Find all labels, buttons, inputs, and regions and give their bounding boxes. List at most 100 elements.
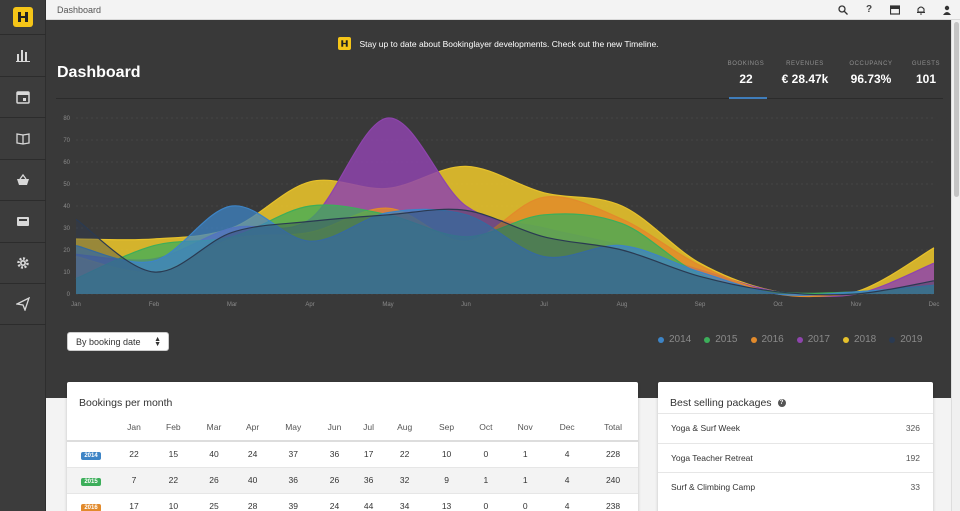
kpi-revenues[interactable]: REVENUES € 28.47k: [770, 61, 840, 86]
x-tick-label: Jun: [461, 302, 471, 308]
sidebar: [0, 0, 46, 511]
user-menu-button[interactable]: [934, 0, 960, 20]
series-line-2019: [75, 208, 935, 296]
table-cell: 10: [425, 441, 468, 468]
notifications-button[interactable]: [908, 0, 934, 20]
sidebar-item-book[interactable]: [0, 117, 46, 159]
package-name: Yoga Teacher Retreat: [671, 452, 753, 463]
kpi-occupancy[interactable]: OCCUPANCY 96.73%: [840, 61, 902, 86]
table-cell: 36: [315, 441, 354, 468]
table-cell: 17: [353, 441, 384, 468]
kpi-label: REVENUES: [786, 61, 824, 67]
bookinglayer-logo-icon: [338, 37, 352, 50]
legend-item[interactable]: 2019: [889, 334, 923, 345]
table-header-row: Jan Feb Mar Apr May Jun Jul Aug Sep Oct Nov Dec Tota…: [67, 413, 638, 442]
x-tick-label: Jan: [71, 302, 81, 308]
series-line-2014: [75, 205, 935, 296]
legend-item[interactable]: 2018: [843, 334, 876, 345]
legend-label: 2014: [669, 334, 692, 345]
package-row[interactable]: Yoga Teacher Retreat 192: [658, 442, 933, 473]
table-cell: 26: [315, 467, 354, 494]
table-cell: 36: [353, 467, 384, 494]
y-tick-label: 10: [63, 270, 70, 276]
question-icon: ?: [865, 4, 873, 15]
column-header: Oct: [467, 413, 505, 442]
table-cell: 39: [270, 493, 316, 511]
x-tick-label: Nov: [851, 302, 862, 308]
table-cell: 40: [193, 441, 235, 468]
y-tick-label: 40: [63, 204, 70, 210]
help-button[interactable]: ?: [856, 0, 882, 20]
table-body: 2014 22 15 40 24 37 36 17 22 10 0 1 4 228 2015 7 22 26 40 3…: [67, 441, 638, 511]
date-filter-value: By booking date: [76, 336, 141, 347]
legend-item[interactable]: 2015: [704, 334, 738, 345]
package-row[interactable]: Surf & Climbing Camp 33: [658, 472, 933, 502]
bookings-table: Jan Feb Mar Apr May Jun Jul Aug Sep Oct Nov Dec Tota…: [67, 413, 638, 511]
kpi-guests[interactable]: GUESTS 101: [902, 61, 950, 86]
y-tick-label: 20: [63, 248, 70, 254]
x-tick-label: Aug: [617, 302, 628, 308]
date-filter-select[interactable]: By booking date ▲ ▼: [67, 332, 169, 351]
app-logo[interactable]: [0, 0, 46, 34]
legend-label: 2019: [900, 334, 923, 345]
kpi-value: 101: [915, 72, 937, 86]
package-count: 326: [905, 423, 920, 434]
sidebar-item-send[interactable]: [0, 283, 46, 325]
page-scrollbar[interactable]: [951, 20, 960, 511]
table-cell: 10: [153, 493, 194, 511]
logo-icon: [13, 7, 33, 27]
sidebar-item-settings[interactable]: [0, 241, 46, 284]
year-cell: 2015: [67, 467, 115, 494]
legend-label: 2018: [854, 334, 877, 345]
store-button[interactable]: [882, 0, 908, 20]
legend-item[interactable]: 2016: [750, 334, 784, 345]
sidebar-item-reports[interactable]: [0, 34, 46, 76]
package-name: Surf & Climbing Camp: [671, 482, 756, 493]
page-title: Dashboard: [57, 64, 141, 81]
sidebar-item-shop[interactable]: [0, 158, 46, 201]
table-cell: 13: [425, 493, 468, 511]
column-header: Jun: [315, 413, 354, 442]
table-cell: 1: [467, 467, 505, 494]
breadcrumb: Dashboard: [57, 4, 102, 15]
table-cell: 0: [504, 493, 547, 511]
column-header: Dec: [546, 413, 589, 442]
sidebar-item-inbox[interactable]: [0, 200, 46, 242]
bookings-area-chart: 0 10 20 30 40 50 60 70 80 Jan Feb Mar Apr May Jun Jul Au…: [63, 116, 939, 308]
table-cell: 4: [546, 493, 589, 511]
help-icon[interactable]: ?: [777, 399, 786, 407]
sidebar-item-calendar[interactable]: [0, 75, 46, 118]
column-header: Aug: [383, 413, 426, 442]
legend-item[interactable]: 2014: [658, 334, 691, 345]
legend-swatch: [704, 336, 711, 343]
card-title: Bookings per month: [79, 397, 173, 409]
basket-icon: [17, 173, 29, 185]
year-cell: 2014: [67, 441, 115, 468]
legend-item[interactable]: 2017: [796, 334, 830, 345]
table-row: 2016 17 10 25 28 39 24 44 34 13 0 0 4 238: [67, 493, 638, 511]
scrollbar-thumb[interactable]: [954, 22, 959, 197]
table-cell: 40: [234, 467, 271, 494]
top-bar: Dashboard ?: [46, 0, 960, 20]
announcement-banner[interactable]: Stay up to date about Bookinglayer devel…: [46, 37, 951, 50]
x-tick-label: May: [382, 302, 393, 308]
year-badge: 2016: [81, 503, 101, 511]
package-row[interactable]: Yoga & Surf Week 326: [658, 413, 933, 443]
table-row: 2015 7 22 26 40 36 26 36 32 9 1 1 4 240: [67, 467, 638, 494]
table-row: 2014 22 15 40 24 37 36 17 22 10 0 1 4 228: [67, 441, 638, 468]
select-arrows-icon: ▲ ▼: [154, 336, 161, 348]
kpi-bookings[interactable]: BOOKINGS 22: [722, 61, 770, 86]
table-cell: 1: [504, 467, 547, 494]
package-count: 192: [905, 452, 920, 463]
table-cell: 4: [546, 441, 589, 468]
table-cell: 0: [467, 493, 505, 511]
book-icon: [16, 133, 30, 145]
search-button[interactable]: [830, 0, 856, 20]
table-cell: 34: [383, 493, 426, 511]
series-area-2019: [76, 209, 934, 295]
search-icon: [838, 4, 848, 15]
y-tick-label: 50: [63, 182, 70, 188]
table-cell: 15: [153, 441, 194, 468]
column-header: Jul: [353, 413, 384, 442]
paper-plane-icon: [16, 296, 30, 311]
